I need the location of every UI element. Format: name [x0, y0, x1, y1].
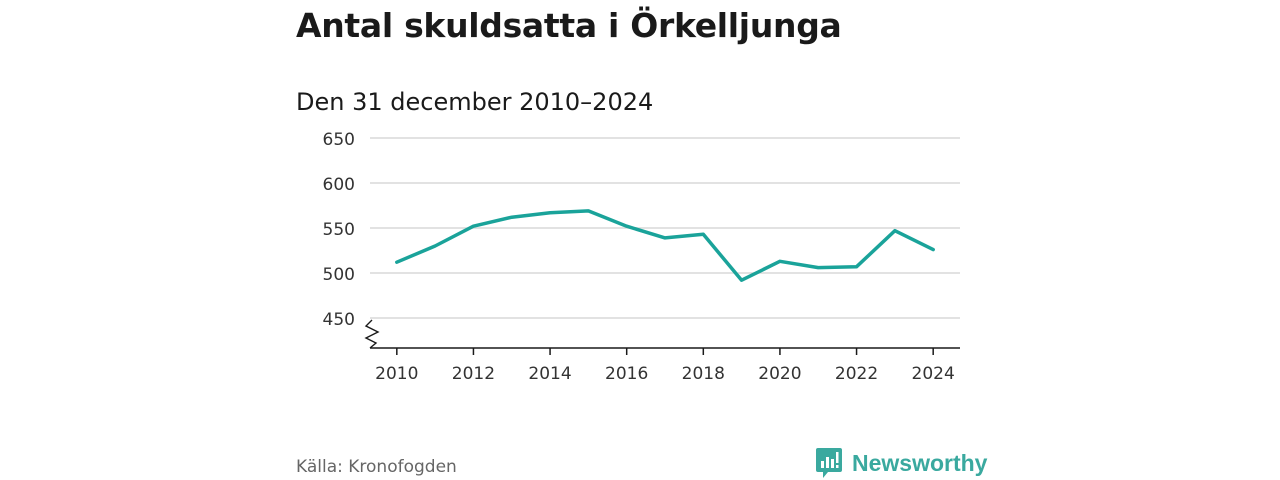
chart-title: Antal skuldsatta i Örkelljunga: [296, 6, 842, 45]
data-point: [510, 215, 514, 219]
y-tick-label: 650: [323, 130, 355, 150]
brand: Newsworthy: [815, 447, 987, 479]
data-point: [586, 209, 590, 213]
data-point: [663, 236, 667, 240]
data-point: [855, 265, 859, 269]
source-note: Källa: Kronofogden: [296, 457, 457, 477]
x-tick-label: 2010: [375, 364, 418, 384]
data-point: [740, 278, 744, 282]
x-tick-label: 2018: [682, 364, 725, 384]
y-tick-label: 500: [323, 265, 355, 285]
gridlines: [370, 137, 960, 319]
axis-break-mark: [364, 319, 380, 349]
x-tick-label: 2022: [835, 364, 878, 384]
y-tick-label: 600: [323, 175, 355, 195]
data-point: [625, 224, 629, 228]
x-tick-label: 2014: [528, 364, 571, 384]
data-point: [778, 259, 782, 263]
series-line: [395, 209, 935, 282]
data-point: [395, 260, 399, 264]
x-tick-label: 2016: [605, 364, 648, 384]
x-axis: [364, 319, 960, 355]
data-point: [433, 244, 437, 248]
data-point: [931, 248, 935, 252]
data-point: [471, 224, 475, 228]
x-tick-label: 2012: [452, 364, 495, 384]
x-axis-tick-labels: 2010 2012 2014 2016 2018 2020 2022 2024: [375, 364, 955, 384]
brand-name: Newsworthy: [852, 449, 988, 476]
data-point: [548, 211, 552, 215]
data-point: [893, 229, 897, 233]
data-point: [816, 266, 820, 270]
data-point: [701, 232, 705, 236]
series-layer: [395, 209, 935, 282]
x-tick-label: 2020: [758, 364, 801, 384]
newsworthy-logo-icon: [816, 448, 842, 478]
y-axis-tick-labels: 450 500 550 600 650: [323, 130, 355, 330]
x-tick-label: 2024: [912, 364, 955, 384]
y-tick-label: 450: [323, 310, 355, 330]
y-tick-label: 550: [323, 220, 355, 240]
chart-subtitle: Den 31 december 2010–2024: [296, 88, 654, 116]
